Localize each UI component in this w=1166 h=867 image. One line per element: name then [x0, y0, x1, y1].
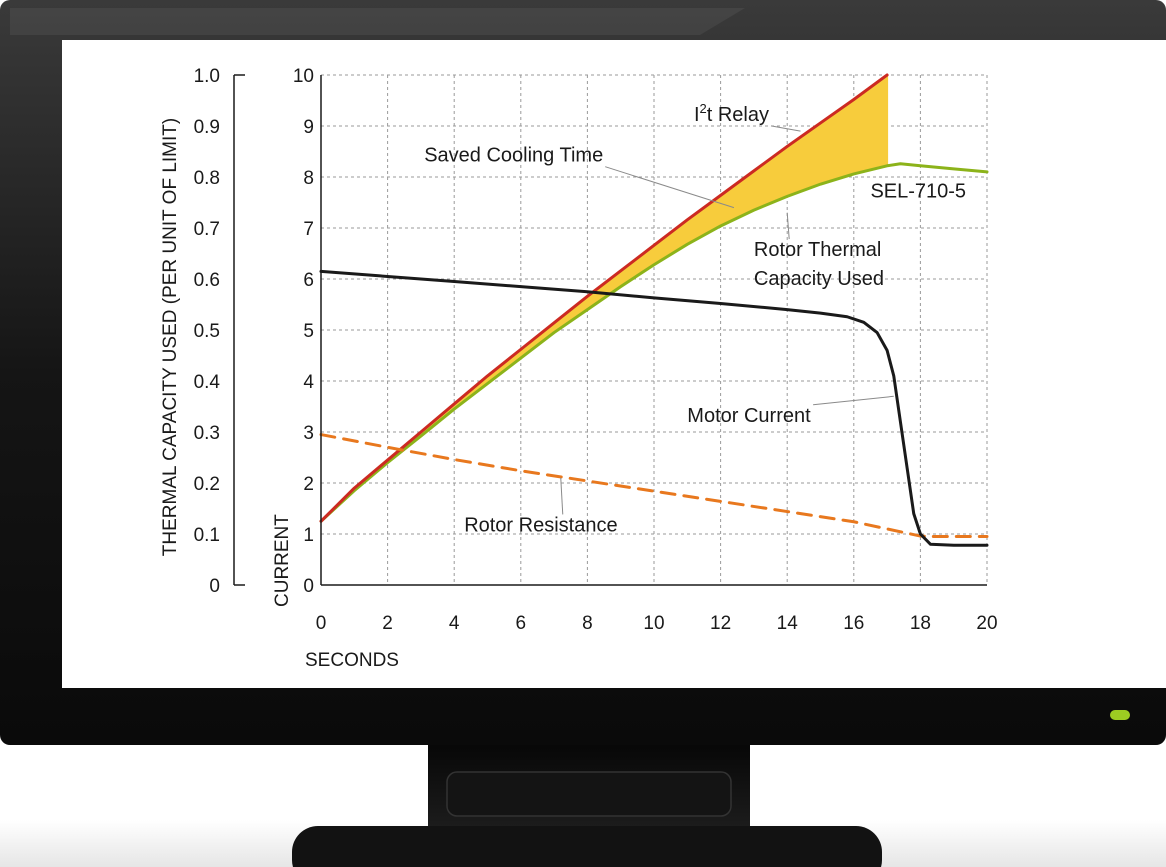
- x-tick-label: 14: [777, 613, 799, 634]
- y2-tick-label: 0.3: [194, 423, 220, 444]
- leader-resist: [560, 477, 564, 515]
- x-tick-label: 4: [449, 613, 460, 634]
- y-tick-label: 10: [293, 66, 314, 87]
- x-tick-label: 12: [710, 613, 731, 634]
- leader-relay: [770, 125, 801, 132]
- x-axis-label: SECONDS: [305, 650, 399, 671]
- series-i-t-relay: [319, 73, 889, 523]
- annotation-saved: Saved Cooling Time: [424, 145, 603, 167]
- annotation-resist: Rotor Resistance: [464, 514, 617, 536]
- y-tick-label: 8: [303, 168, 314, 189]
- y2-tick-label: 0.5: [194, 321, 220, 342]
- y2-tick-label: 0.1: [194, 525, 220, 546]
- y-tick-label: 9: [303, 117, 314, 138]
- y-tick-label: 4: [303, 372, 314, 393]
- leader-saved: [605, 166, 735, 209]
- leader-motor: [813, 395, 894, 406]
- annotation-leaders: [560, 125, 894, 515]
- x-tick-label: 20: [976, 613, 997, 634]
- y-tick-label: 3: [303, 423, 314, 444]
- power-led-icon: [1110, 710, 1130, 720]
- y-tick-label: 6: [303, 270, 314, 291]
- y-tick-label: 7: [303, 219, 314, 240]
- y-tick-label: 0: [303, 576, 314, 597]
- y2-tick-label: 0.9: [194, 117, 220, 138]
- y2-axis-label: THERMAL CAPACITY USED (PER UNIT OF LIMIT…: [160, 118, 181, 556]
- annotation-motor: Motor Current: [687, 405, 811, 427]
- x-tick-label: 2: [382, 613, 393, 634]
- y-axis-label: CURRENT: [272, 514, 293, 607]
- axes: [233, 74, 987, 586]
- x-tick-label: 0: [316, 613, 327, 634]
- y-tick-label: 2: [303, 474, 314, 495]
- annotation-relay-prefix: I: [694, 104, 700, 126]
- y2-tick-label: 0.8: [194, 168, 220, 189]
- annotations: I2t Relay Saved Cooling Time SEL-710-5 Roto…: [424, 101, 966, 537]
- annotation-rotor1: Rotor Thermal: [754, 239, 881, 261]
- x-tick-label: 10: [643, 613, 664, 634]
- x-tick-label: 18: [910, 613, 931, 634]
- annotation-relay-superscript: 2: [700, 101, 707, 116]
- series-lines: [319, 73, 989, 547]
- y2-tick-label: 0: [209, 576, 220, 597]
- y-tick-label: 1: [303, 525, 314, 546]
- tick-labels: 0 2 4 6 8 10 12 14 16 18 2001234567891000.10.20.30…: [194, 66, 998, 634]
- x-tick-label: 6: [516, 613, 527, 634]
- y-tick-label: 5: [303, 321, 314, 342]
- y2-tick-label: 0.2: [194, 474, 220, 495]
- annotation-sel: SEL-710-5: [870, 180, 966, 202]
- series-motor-current: [319, 269, 989, 547]
- chart: 0 2 4 6 8 10 12 14 16 18 2001234567891000.10.20.30…: [160, 66, 998, 671]
- y2-tick-label: 0.7: [194, 219, 220, 240]
- annotation-rotor2: Capacity Used: [754, 268, 884, 290]
- y2-tick-label: 1.0: [194, 66, 220, 87]
- y2-tick-label: 0.4: [194, 372, 221, 393]
- x-tick-label: 16: [843, 613, 864, 634]
- x-tick-label: 8: [582, 613, 593, 634]
- series-rotor-thermal-capacity-used: [319, 162, 989, 523]
- y2-tick-label: 0.6: [194, 270, 220, 291]
- leader-rotor1: [786, 212, 790, 240]
- annotation-relay-suffix: t Relay: [707, 104, 769, 126]
- annotation-relay: I2t Relay: [694, 101, 769, 126]
